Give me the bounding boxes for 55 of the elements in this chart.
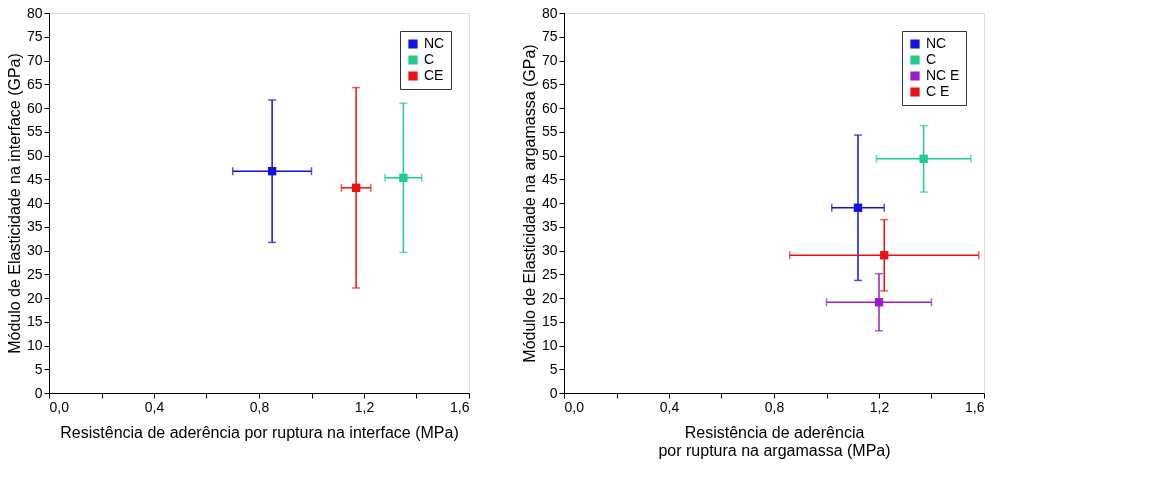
y-tick-label: 15 (26, 313, 43, 330)
y-tick-label: 40 (541, 194, 558, 211)
x-tick-label: 0,8 (764, 398, 785, 415)
x-tick-label: 1,6 (450, 398, 470, 415)
legend-label: C (926, 51, 937, 67)
x-tick-label: 0,0 (49, 398, 70, 415)
y-tick-label: 25 (26, 265, 43, 282)
x-tick-label: 0,8 (249, 398, 270, 415)
legend-label: NC (926, 35, 947, 51)
y-tick-label: 35 (541, 218, 558, 235)
y-tick-label: 75 (26, 28, 43, 45)
legend-label: C (424, 51, 435, 67)
y-tick-label: 55 (26, 123, 43, 140)
y-tick-label: 20 (26, 289, 43, 306)
x-tick-label: 1,6 (965, 398, 985, 415)
y-tick-label: 30 (541, 242, 558, 258)
legend-label: CE (424, 67, 444, 83)
y-tick-label: 50 (541, 147, 558, 163)
y-tick-label: 70 (26, 52, 43, 68)
y-tick-label: 25 (541, 265, 558, 282)
x-tick-label: 1,2 (869, 398, 890, 415)
y-tick-label: 0 (34, 384, 43, 401)
x-axis-title: Resistência de aderência por ruptura na interface (MPa) (60, 423, 459, 441)
y-tick-label: 55 (541, 123, 558, 140)
y-tick-label: 30 (26, 242, 43, 258)
y-tick-label: 65 (26, 75, 43, 92)
y-tick-label: 80 (26, 4, 43, 21)
y-tick-label: 20 (541, 289, 558, 306)
y-tick-label: 40 (26, 194, 43, 211)
y-tick-label: 65 (541, 75, 558, 92)
y-tick-label: 70 (541, 52, 558, 68)
y-tick-label: 5 (34, 360, 43, 377)
y-tick-label: 60 (541, 99, 558, 116)
y-axis-title: Módulo de Elasticidade na argamassa (GPa) (520, 44, 538, 363)
x-tick-label: 0,0 (564, 398, 585, 415)
x-tick-label: 0,4 (659, 398, 680, 415)
y-tick-label: 80 (541, 4, 558, 21)
legend-label: NC E (926, 67, 960, 83)
y-tick-label: 45 (541, 170, 558, 187)
legend-label: NC (424, 35, 445, 51)
x-tick-label: 1,2 (354, 398, 375, 415)
x-tick-label: 0,4 (144, 398, 165, 415)
y-tick-label: 10 (26, 337, 43, 353)
y-tick-label: 45 (26, 170, 43, 187)
x-axis-title: Resistência de aderência por ruptura na argamassa (MPa) (658, 423, 891, 459)
y-tick-label: 15 (541, 313, 558, 330)
y-tick-label: 50 (26, 147, 43, 163)
y-tick-label: 60 (26, 99, 43, 116)
y-tick-label: 5 (549, 360, 558, 377)
y-axis-title: Módulo de Elasticidade na interface (GPa) (5, 53, 23, 354)
legend-label: C E (926, 83, 950, 99)
y-tick-label: 35 (26, 218, 43, 235)
y-tick-label: 0 (549, 384, 558, 401)
y-tick-label: 10 (541, 337, 558, 353)
y-tick-label: 75 (541, 28, 558, 45)
